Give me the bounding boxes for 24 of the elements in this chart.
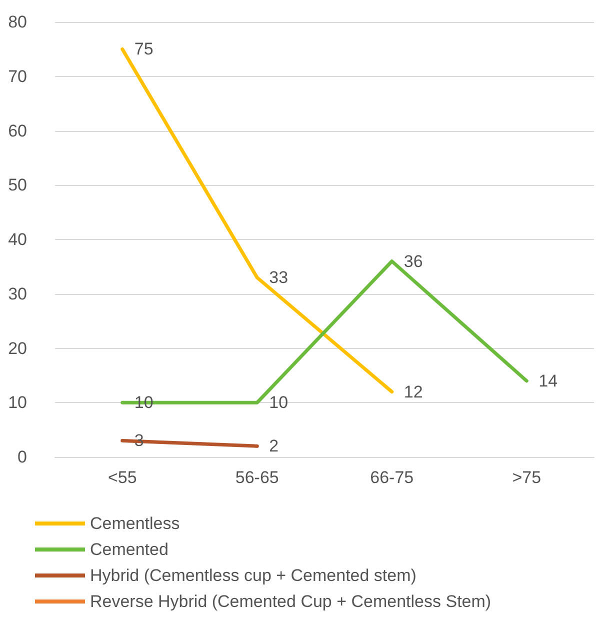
legend-label: Hybrid (Cementless cup + Cemented stem) [90, 566, 416, 585]
x-tick-label: >75 [512, 468, 542, 487]
data-label: 2 [269, 436, 279, 456]
x-tick-label: <55 [108, 468, 137, 487]
x-tick-label: 56-65 [235, 468, 279, 487]
y-tick-label: 30 [8, 284, 27, 304]
y-tick-label: 60 [8, 121, 27, 140]
y-tick-label: 20 [8, 338, 27, 358]
data-label: 33 [269, 268, 288, 288]
y-tick-label: 40 [8, 230, 27, 249]
x-tick-label: 66-75 [370, 468, 414, 487]
data-label: 75 [134, 40, 154, 59]
y-tick-label: 70 [8, 66, 27, 86]
y-tick-label: 10 [8, 393, 27, 412]
data-label: 36 [404, 252, 423, 271]
data-label: 14 [538, 371, 558, 390]
y-tick-label: 50 [8, 176, 27, 195]
data-label: 10 [269, 393, 288, 412]
legend-label: Cemented [90, 540, 168, 559]
legend-label: Reverse Hybrid (Cemented Cup + Cementless Stem) [90, 592, 492, 611]
legend-label: Cementless [90, 514, 180, 533]
y-tick-label: 0 [18, 448, 27, 466]
y-tick-label: 80 [8, 12, 27, 32]
data-label: 12 [404, 382, 423, 402]
